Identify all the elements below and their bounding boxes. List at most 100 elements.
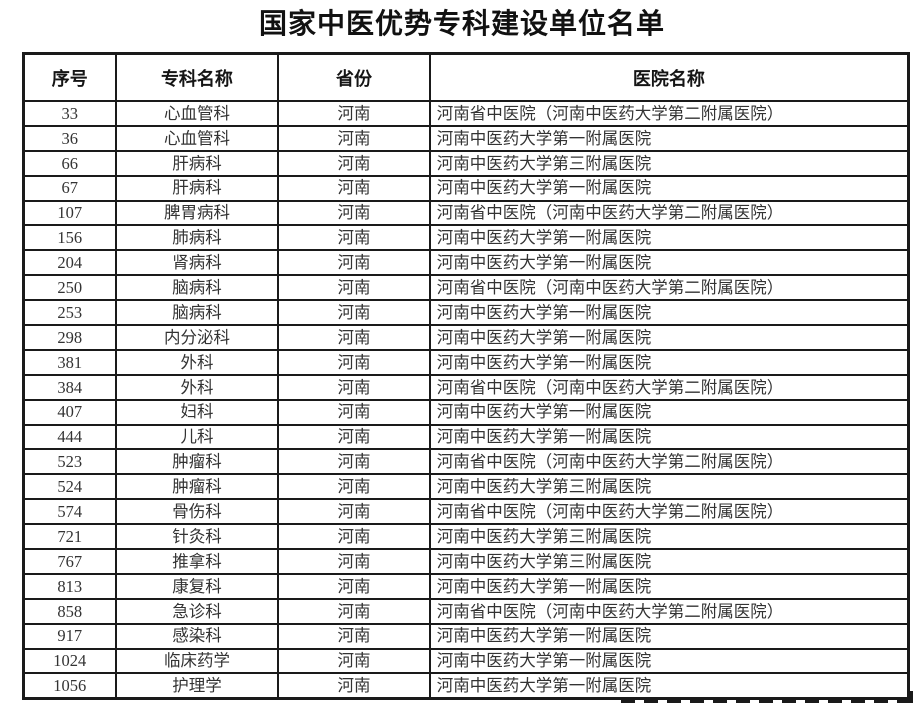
table-row: 66 肝病科 河南 河南中医药大学第三附属医院	[22, 149, 910, 177]
dashed-border-artifact	[621, 700, 913, 704]
hospital-cell: 河南省中医院（河南中医药大学第二附属医院）	[428, 498, 910, 526]
specialty-cell: 肿瘤科	[114, 473, 280, 501]
specialty-cell: 脾胃病科	[114, 199, 280, 227]
hospital-cell: 河南中医药大学第三附属医院	[428, 548, 910, 575]
province-cell: 河南	[277, 274, 431, 302]
serial-cell: 107	[22, 199, 117, 227]
serial-cell: 917	[22, 622, 117, 650]
hospital-cell: 河南中医药大学第一附属医院	[428, 299, 910, 327]
hospital-cell: 河南中医药大学第一附属医院	[428, 398, 910, 426]
province-cell: 河南	[277, 448, 431, 476]
specialty-cell: 脑病科	[114, 274, 280, 302]
hospital-cell: 河南中医药大学第一附属医院	[428, 124, 910, 152]
serial-cell: 66	[22, 149, 117, 177]
province-cell: 河南	[277, 299, 431, 327]
specialty-cell: 外科	[114, 348, 280, 376]
province-cell: 河南	[277, 647, 431, 675]
province-cell: 河南	[277, 672, 431, 700]
specialty-cell: 肾病科	[114, 249, 280, 277]
specialty-cell: 内分泌科	[114, 324, 280, 351]
province-cell: 河南	[277, 199, 431, 227]
serial-cell: 33	[22, 100, 117, 127]
hospital-cell: 河南省中医院（河南中医药大学第二附属医院）	[428, 597, 910, 625]
hospital-cell: 河南省中医院（河南中医药大学第二附属医院）	[428, 373, 910, 401]
specialty-cell: 肝病科	[114, 174, 280, 202]
specialty-cell: 临床药学	[114, 647, 280, 675]
specialty-cell: 外科	[114, 373, 280, 401]
serial-cell: 298	[22, 324, 117, 351]
province-cell: 河南	[277, 423, 431, 451]
province-cell: 河南	[277, 398, 431, 426]
column-header-1: 专科名称	[114, 52, 280, 102]
table-row: 1024 临床药学 河南 河南中医药大学第一附属医院	[22, 647, 910, 675]
table-row: 917 感染科 河南 河南中医药大学第一附属医院	[22, 622, 910, 650]
table-row: 253 脑病科 河南 河南中医药大学第一附属医院	[22, 299, 910, 327]
table-row: 107 脾胃病科 河南 河南省中医院（河南中医药大学第二附属医院）	[22, 199, 910, 227]
specialty-cell: 肝病科	[114, 149, 280, 177]
specialty-cell: 急诊科	[114, 597, 280, 625]
province-cell: 河南	[277, 149, 431, 177]
column-header-3: 医院名称	[428, 52, 910, 102]
province-cell: 河南	[277, 324, 431, 351]
serial-cell: 767	[22, 548, 117, 575]
hospital-cell: 河南中医药大学第一附属医院	[428, 622, 910, 650]
column-header-2: 省份	[277, 52, 431, 102]
specialty-cell: 推拿科	[114, 548, 280, 575]
specialty-cell: 康复科	[114, 572, 280, 600]
serial-cell: 524	[22, 473, 117, 501]
table-row: 250 脑病科 河南 河南省中医院（河南中医药大学第二附属医院）	[22, 274, 910, 302]
table-row: 298 内分泌科 河南 河南中医药大学第一附属医院	[22, 324, 910, 351]
table-row: 524 肿瘤科 河南 河南中医药大学第三附属医院	[22, 473, 910, 501]
province-cell: 河南	[277, 373, 431, 401]
table-row: 813 康复科 河南 河南中医药大学第一附属医院	[22, 572, 910, 600]
serial-cell: 858	[22, 597, 117, 625]
serial-cell: 574	[22, 498, 117, 526]
hospital-cell: 河南中医药大学第一附属医院	[428, 572, 910, 600]
hospital-cell: 河南省中医院（河南中医药大学第二附属医院）	[428, 448, 910, 476]
province-cell: 河南	[277, 597, 431, 625]
province-cell: 河南	[277, 572, 431, 600]
hospital-cell: 河南中医药大学第一附属医院	[428, 174, 910, 202]
column-header-0: 序号	[22, 52, 117, 102]
serial-cell: 407	[22, 398, 117, 426]
specialty-cell: 肺病科	[114, 224, 280, 252]
province-cell: 河南	[277, 174, 431, 202]
table-row: 384 外科 河南 河南省中医院（河南中医药大学第二附属医院）	[22, 373, 910, 401]
table-row: 381 外科 河南 河南中医药大学第一附属医院	[22, 348, 910, 376]
specialty-cell: 感染科	[114, 622, 280, 650]
province-cell: 河南	[277, 523, 431, 551]
specialty-cell: 儿科	[114, 423, 280, 451]
province-cell: 河南	[277, 473, 431, 501]
specialty-cell: 护理学	[114, 672, 280, 700]
hospital-cell: 河南中医药大学第三附属医院	[428, 149, 910, 177]
specialty-cell: 脑病科	[114, 299, 280, 327]
table-row: 444 儿科 河南 河南中医药大学第一附属医院	[22, 423, 910, 451]
hospital-cell: 河南中医药大学第三附属医院	[428, 473, 910, 501]
hospital-cell: 河南中医药大学第一附属医院	[428, 249, 910, 277]
serial-cell: 523	[22, 448, 117, 476]
specialty-cell: 心血管科	[114, 124, 280, 152]
province-cell: 河南	[277, 224, 431, 252]
province-cell: 河南	[277, 498, 431, 526]
hospital-cell: 河南中医药大学第一附属医院	[428, 647, 910, 675]
specialty-cell: 心血管科	[114, 100, 280, 127]
serial-cell: 204	[22, 249, 117, 277]
specialty-cell: 骨伤科	[114, 498, 280, 526]
table-row: 67 肝病科 河南 河南中医药大学第一附属医院	[22, 174, 910, 202]
serial-cell: 250	[22, 274, 117, 302]
hospital-cell: 河南中医药大学第一附属医院	[428, 672, 910, 700]
serial-cell: 67	[22, 174, 117, 202]
province-cell: 河南	[277, 124, 431, 152]
serial-cell: 721	[22, 523, 117, 551]
province-cell: 河南	[277, 548, 431, 575]
serial-cell: 156	[22, 224, 117, 252]
specialty-table-wrap: 序号 专科名称 省份 医院名称 33 心血管科 河南 河南省中医院（河南中医药大学第二附属医…	[22, 52, 913, 704]
table-row: 407 妇科 河南 河南中医药大学第一附属医院	[22, 398, 910, 426]
specialty-table: 序号 专科名称 省份 医院名称 33 心血管科 河南 河南省中医院（河南中医药大学第二附属医…	[22, 52, 910, 701]
table-row: 574 骨伤科 河南 河南省中医院（河南中医药大学第二附属医院）	[22, 498, 910, 526]
serial-cell: 381	[22, 348, 117, 376]
table-row: 767 推拿科 河南 河南中医药大学第三附属医院	[22, 548, 910, 575]
hospital-cell: 河南中医药大学第三附属医院	[428, 523, 910, 551]
province-cell: 河南	[277, 348, 431, 376]
